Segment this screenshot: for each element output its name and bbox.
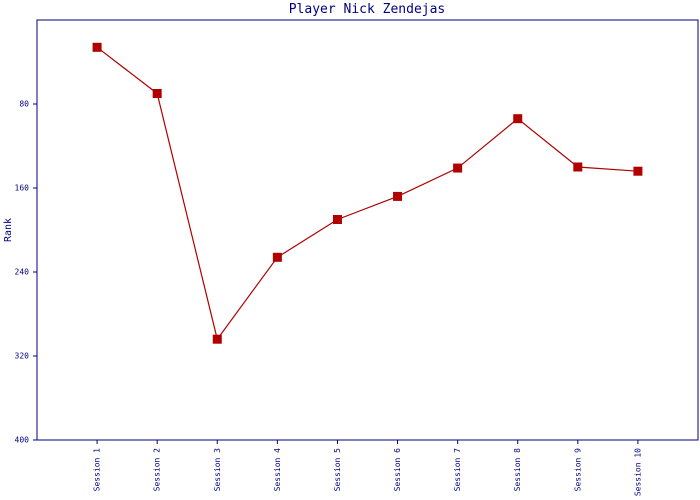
x-tick-label: Session 3 — [213, 448, 222, 492]
x-tick-label: Session 7 — [453, 448, 462, 492]
point — [212, 334, 222, 344]
chart-title: Player Nick Zendejas — [289, 2, 446, 17]
x-tick-label: Session 6 — [393, 448, 402, 492]
point — [513, 114, 523, 124]
point — [272, 252, 282, 262]
point — [633, 166, 643, 176]
plot-frame — [36, 19, 699, 441]
line — [96, 46, 638, 341]
point — [152, 89, 162, 98]
point — [393, 191, 403, 201]
x-tick-label: Session 10 — [633, 448, 642, 496]
x-tick-label: Session 1 — [93, 448, 102, 492]
point — [92, 42, 102, 52]
x-tick-label: Session 8 — [513, 448, 522, 492]
x-tick-label: Session 4 — [273, 448, 282, 492]
x-tick-label: Session 5 — [333, 448, 342, 492]
y-tick-label: 400 — [15, 436, 30, 445]
point — [573, 162, 583, 172]
x-tick-label: Session 9 — [573, 448, 582, 492]
point — [453, 163, 463, 173]
y-tick-label: 240 — [15, 268, 30, 277]
x-tick-label: Session 2 — [153, 448, 162, 492]
y-axis-label: Rank — [3, 218, 14, 242]
y-tick-label: 320 — [15, 352, 30, 361]
point — [332, 215, 342, 224]
y-tick-label: 160 — [15, 184, 30, 193]
y-tick-label: 80 — [19, 100, 29, 109]
